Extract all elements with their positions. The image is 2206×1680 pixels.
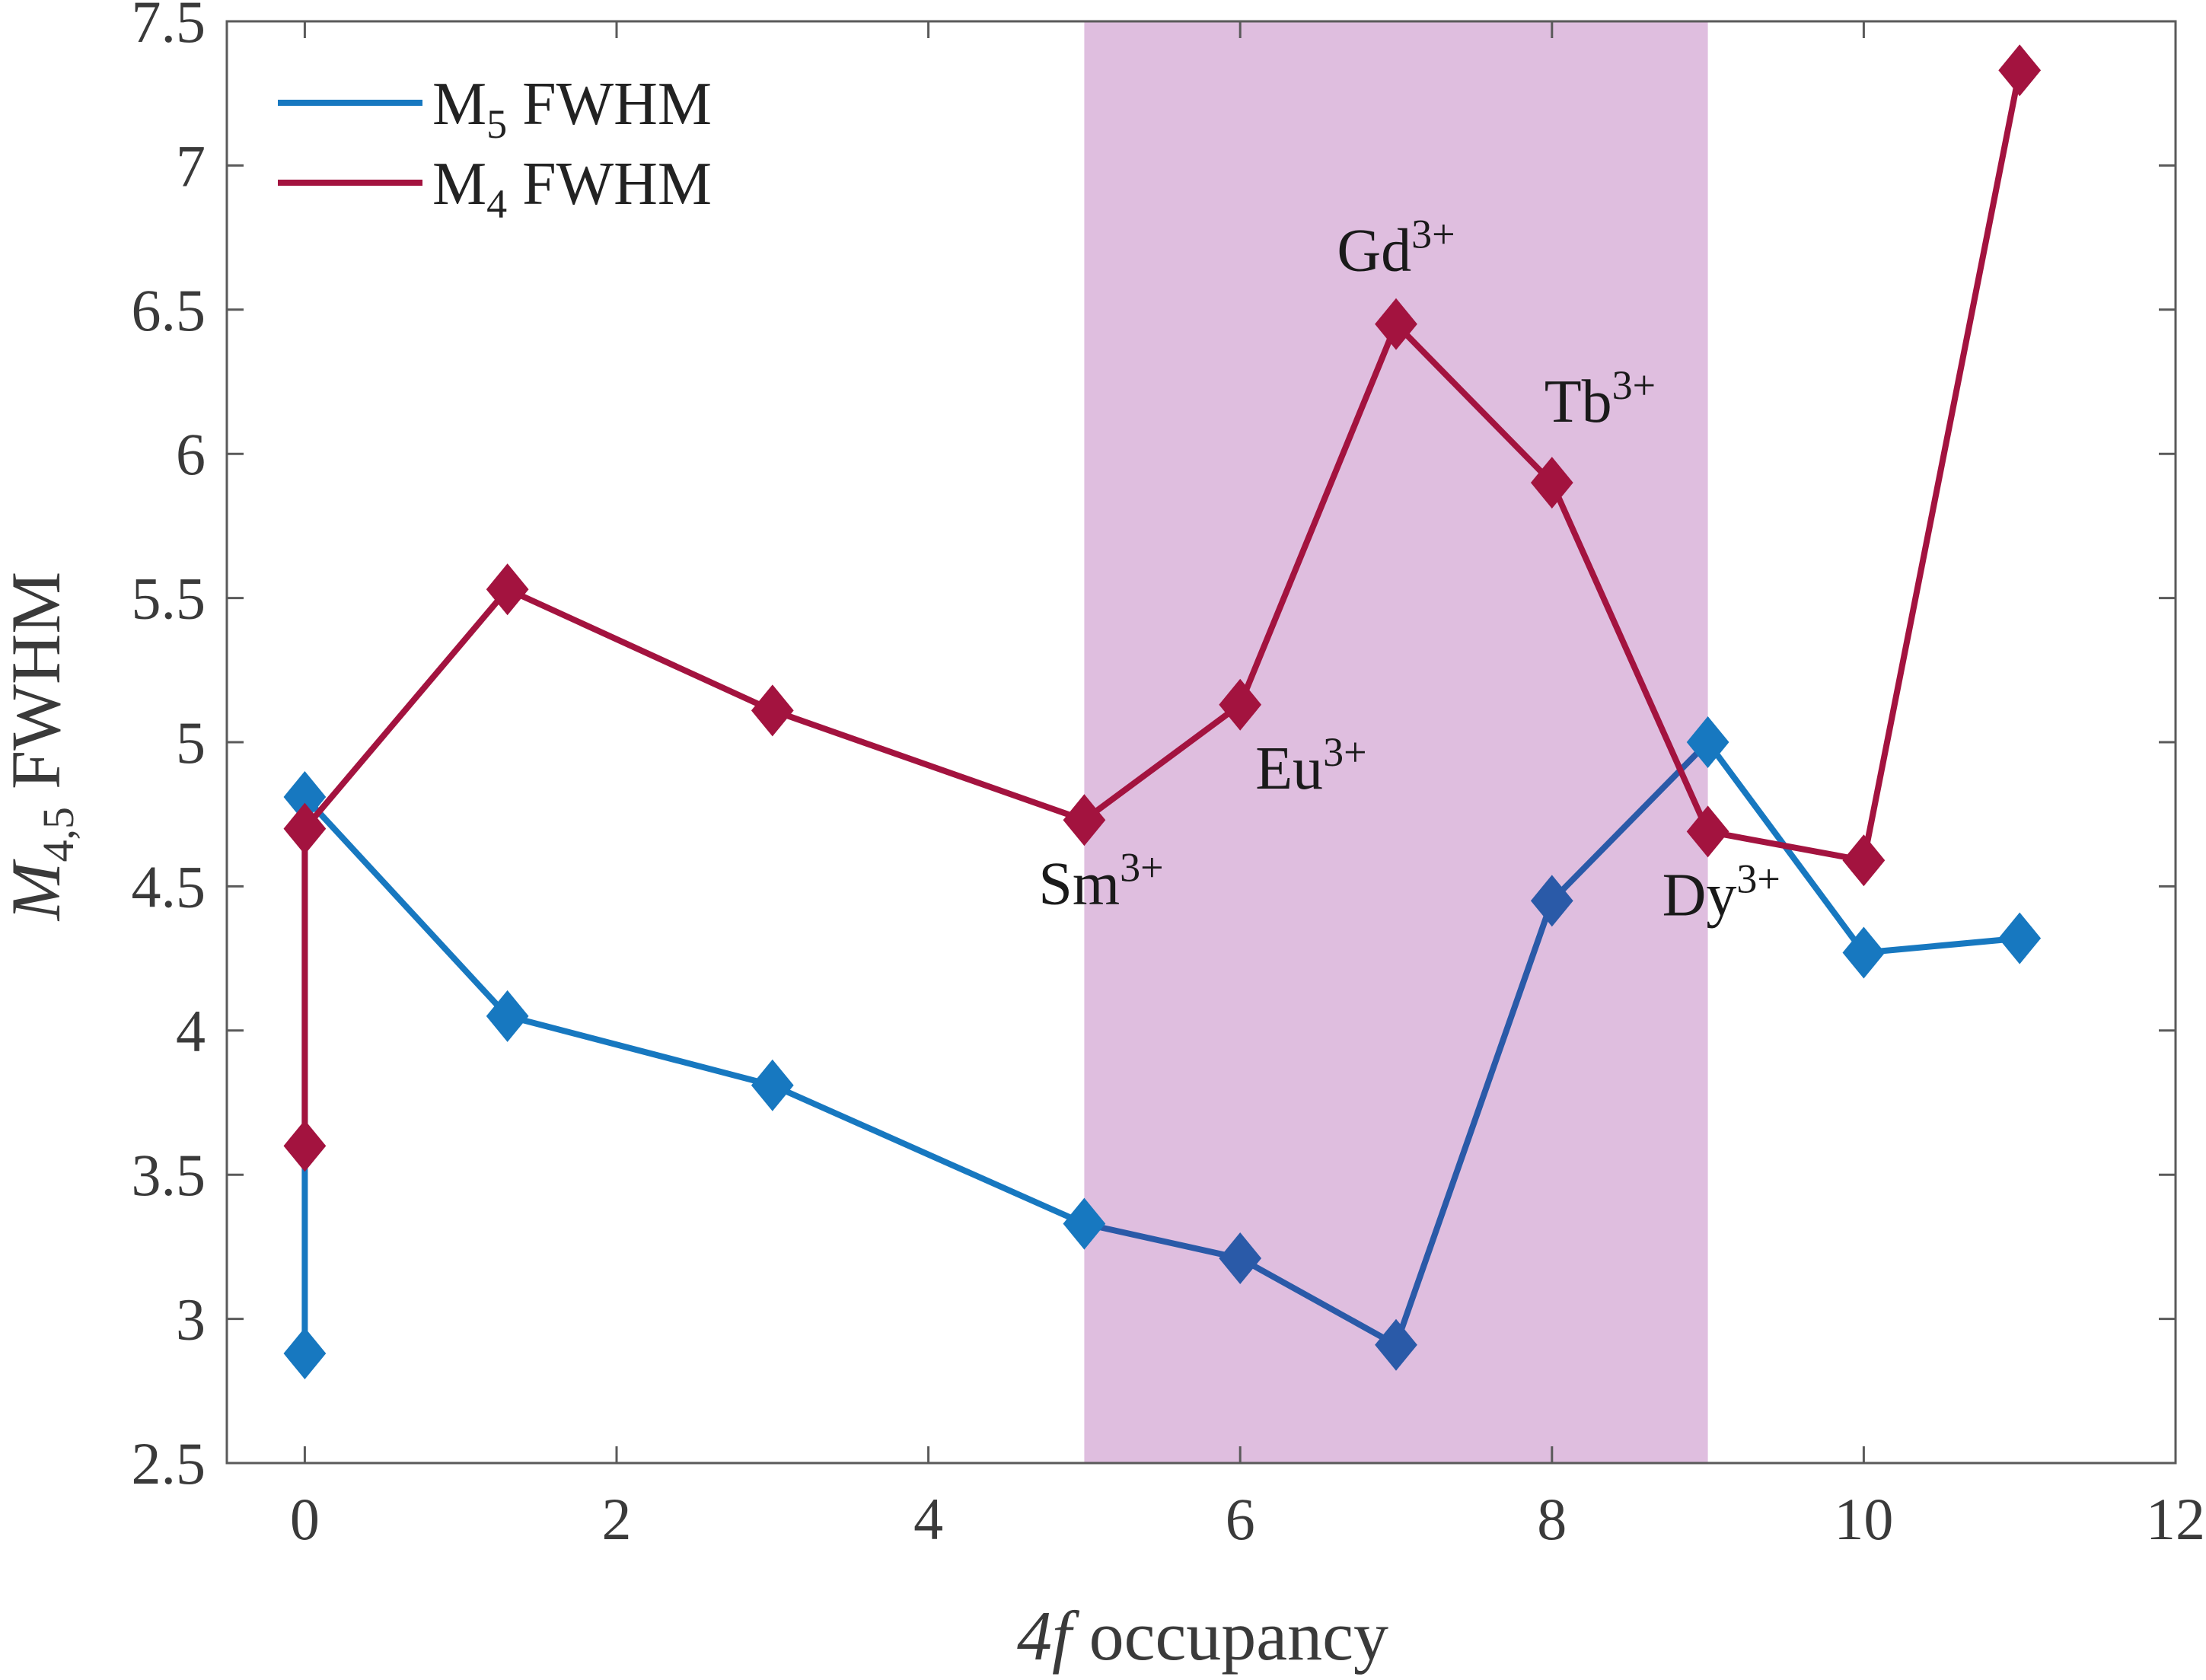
y-tick-label: 6.5 — [132, 277, 206, 343]
y-tick-label: 4 — [176, 998, 206, 1064]
x-axis-title: 4f occupancy — [1017, 1597, 1388, 1675]
series-m4-segment — [504, 586, 776, 714]
series-m4-segment — [1548, 480, 1711, 835]
series-m4-segment — [1860, 67, 2023, 864]
annotation-eu: Eu3+ — [1255, 729, 1366, 802]
annotation-layer: Gd3+Tb3+Eu3+Sm3+ Dy3+ — [1038, 212, 1780, 929]
x-tick-label: 8 — [1537, 1486, 1567, 1552]
series-m5-segment — [769, 1082, 1088, 1227]
series-m5-point — [1998, 912, 2042, 964]
legend-m5-sub: 5 — [486, 101, 507, 147]
annotation-dy: Dy3+ — [1662, 856, 1780, 929]
series-m4-point — [1530, 457, 1573, 509]
annotation-sup: 3+ — [1612, 362, 1656, 408]
x-tick-label: 10 — [1834, 1486, 1893, 1552]
series-m5-point — [1686, 716, 1729, 768]
series-m5-point — [1219, 1232, 1262, 1285]
x-tick-label: 2 — [602, 1486, 632, 1552]
series-m5-segment — [1860, 935, 2023, 956]
series-m4-point — [1998, 44, 2042, 97]
series-m4-segment — [1081, 701, 1244, 824]
series-m4-segment — [1393, 320, 1555, 486]
annotation-gd: Gd3+ — [1337, 212, 1455, 285]
annotation-sup: 3+ — [1323, 729, 1366, 775]
series-m5-point — [1530, 875, 1573, 927]
axes-frame — [225, 20, 2177, 1465]
annotation-base: Eu — [1255, 735, 1323, 802]
series-m4-point — [1219, 678, 1262, 731]
legend-m4-sub: 4 — [486, 181, 507, 227]
tick-label-layer: 0 2 4 6 8 10 12 2.5 3 3.5 4 4.5 5 5.5 6 6.5 7 7.5 — [132, 0, 2206, 1552]
annotation-tb: Tb3+ — [1545, 362, 1656, 435]
y-tick-label: 7.5 — [132, 0, 206, 55]
series-m5-point — [486, 990, 529, 1042]
annotation-sm: Sm3+ — [1038, 844, 1163, 917]
series-m4-segment — [1704, 828, 1867, 864]
series-m5-point — [283, 1328, 327, 1380]
annotation-base: Gd — [1337, 218, 1411, 285]
y-tick-label: 5 — [176, 709, 206, 776]
series-m5-point — [1842, 926, 1886, 979]
annotation-base: Tb — [1545, 368, 1612, 435]
series-m5-segment — [1393, 897, 1555, 1348]
legend-m4-base: M — [432, 151, 486, 218]
series-m4-point — [1063, 794, 1106, 846]
legend: M5 FWHM M4 FWHM — [278, 71, 712, 227]
series-m5-point — [1375, 1318, 1417, 1371]
series-m5-point — [1063, 1197, 1106, 1250]
y-tick-label: 4.5 — [132, 853, 206, 920]
series-m4-segment — [769, 707, 1088, 824]
y-tick-label: 3.5 — [132, 1142, 206, 1208]
y-tick-label: 6 — [176, 421, 206, 487]
y-axis-title: M4,5 FWHM — [0, 572, 83, 922]
series-m4-point — [486, 563, 529, 616]
legend-m5-suffix: FWHM — [507, 71, 712, 138]
x-tick-label: 4 — [913, 1486, 943, 1552]
series-m4-point — [1375, 298, 1417, 350]
series-m5-point — [283, 770, 327, 823]
y-tick-label: 5.5 — [132, 566, 206, 632]
legend-label-m5: M5 FWHM — [432, 71, 712, 147]
series-m4-point — [1686, 805, 1729, 858]
y-tick-label: 3 — [176, 1286, 206, 1353]
series-m5-segment — [1081, 1220, 1244, 1262]
annotation-sup: 3+ — [1120, 844, 1163, 890]
x-tick-label: 0 — [290, 1486, 320, 1552]
y-tick-label: 7 — [176, 132, 206, 199]
legend-label-m4: M4 FWHM — [432, 151, 712, 227]
series-m5-point — [751, 1059, 794, 1111]
series-m4-segment — [301, 586, 511, 832]
series-m4-segment — [1237, 320, 1399, 708]
annotation-sup: 3+ — [1736, 856, 1780, 901]
annotation-base: Dy — [1662, 862, 1737, 929]
series-m5-segment — [301, 793, 511, 1019]
series-m4-point — [1842, 834, 1886, 887]
series-m4-point — [283, 1120, 327, 1172]
x-tick-label: 6 — [1226, 1486, 1255, 1552]
legend-m4-suffix: FWHM — [507, 151, 712, 218]
legend-m5-base: M — [432, 71, 486, 138]
annotation-base: Sm — [1038, 850, 1120, 917]
series-layer — [283, 44, 2042, 1380]
series-m4-point — [283, 802, 327, 855]
series-m4-point — [751, 684, 794, 737]
y-tick-label: 2.5 — [132, 1430, 206, 1497]
series-m5-segment — [504, 1012, 776, 1089]
series-m5-segment — [1237, 1255, 1399, 1348]
x-tick-label: 12 — [2146, 1486, 2205, 1552]
annotation-sup: 3+ — [1411, 212, 1455, 257]
